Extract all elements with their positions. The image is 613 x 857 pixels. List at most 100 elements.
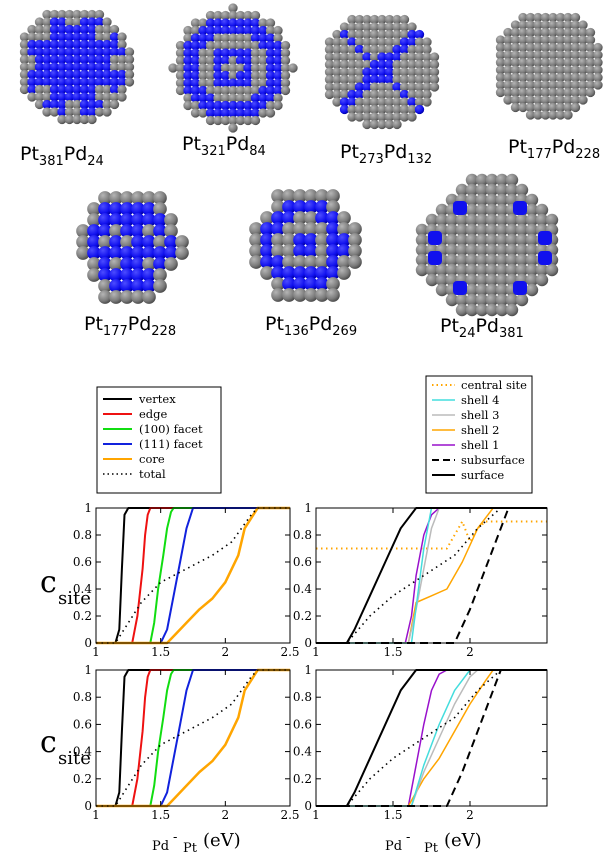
legend-label-central: central site xyxy=(461,378,527,392)
legend-label-shell1: shell 1 xyxy=(461,438,499,452)
x-tick-label: 2 xyxy=(222,808,230,822)
svg-text:Pt: Pt xyxy=(183,841,198,856)
y-tick-label: 0.2 xyxy=(293,772,312,786)
plot-frame xyxy=(315,669,548,807)
svg-text:Pd: Pd xyxy=(152,839,169,854)
series--100-facet xyxy=(96,507,290,644)
legend-label-shell4: shell 4 xyxy=(461,393,499,407)
series-shell-1 xyxy=(316,507,547,644)
plot-frame xyxy=(95,507,291,644)
series-central-site xyxy=(316,520,547,550)
x-tick-label: 2 xyxy=(466,645,474,659)
y-tick-label: 1 xyxy=(84,663,92,677)
y-tick-label: 0 xyxy=(304,799,312,813)
y-tick-label: 0 xyxy=(304,636,312,650)
legend-left: vertex edge (100) facet (111) facet core… xyxy=(96,386,222,494)
x-tick-label: 1 xyxy=(312,808,320,822)
y-tick-label: 0.8 xyxy=(293,528,312,542)
cluster-2 xyxy=(168,3,298,133)
cluster-1 xyxy=(19,9,135,125)
y-tick-label: 0.4 xyxy=(293,745,312,759)
cluster-label-7: Pt24Pd381 xyxy=(440,315,524,341)
y-tick-label: 0.4 xyxy=(73,582,92,596)
cluster-3 xyxy=(324,14,440,130)
cluster-label-3: Pt273Pd132 xyxy=(340,141,432,167)
y-tick-label: 0.6 xyxy=(73,717,92,731)
legend-label-shell2: shell 2 xyxy=(461,423,499,437)
y-tick-label: 0.2 xyxy=(293,609,312,623)
x-tick-label: 1.5 xyxy=(151,808,170,822)
svg-text:(eV): (eV) xyxy=(444,830,482,851)
cluster-6 xyxy=(249,189,362,302)
y-tick-label: 0 xyxy=(84,799,92,813)
series-edge xyxy=(96,507,290,644)
y-tick-label: 1 xyxy=(84,501,92,515)
x-tick-label: 2.5 xyxy=(280,645,299,659)
y-tick-label: 0 xyxy=(84,636,92,650)
y-tick-label: 1 xyxy=(304,663,312,677)
svg-text:site: site xyxy=(58,588,91,609)
series-shell-3 xyxy=(316,507,547,644)
cluster-label-1: Pt381Pd24 xyxy=(20,143,104,169)
chart-panel-bottom-left: 0 0.2 0.4 0.6 0.8 1 1 1.5 2 2.5 xyxy=(73,663,300,822)
legend-label-vertex: vertex xyxy=(138,392,176,406)
series--111-facet xyxy=(96,507,290,644)
x-axis-label-left: Pd - Pt (eV) xyxy=(152,830,241,856)
y-tick-label: 0.2 xyxy=(73,772,92,786)
legend-label-total: total xyxy=(139,467,166,481)
svg-text:site: site xyxy=(58,748,91,769)
svg-text:-: - xyxy=(406,830,410,845)
legend-label-edge: edge xyxy=(139,407,168,421)
legend-label-core: core xyxy=(139,452,165,466)
series-total xyxy=(316,507,547,644)
cluster-5 xyxy=(76,191,189,304)
cluster-4 xyxy=(495,12,603,120)
svg-text:(eV): (eV) xyxy=(203,830,241,851)
x-tick-label: 1 xyxy=(312,645,320,659)
chart-panel-top-right: 0 0.2 0.4 0.6 0.8 1 1 1.5 2 xyxy=(293,501,548,659)
cluster-label-5: Pt177Pd228 xyxy=(84,313,176,339)
y-tick-label: 1 xyxy=(304,501,312,515)
chart-panel-top-left: 0 0.2 0.4 0.6 0.8 1 1 1.5 2 2.5 xyxy=(73,501,300,659)
series-core xyxy=(96,668,290,808)
y-axis-label-bottom: c site xyxy=(40,725,91,769)
x-tick-label: 1.5 xyxy=(151,645,170,659)
chart-panel-bottom-right: 0 0.2 0.4 0.6 0.8 1 1 1.5 2 xyxy=(293,663,548,822)
svg-text:Pd: Pd xyxy=(385,839,402,854)
x-tick-label: 2 xyxy=(222,645,230,659)
y-tick-label: 0.2 xyxy=(73,609,92,623)
svg-text:-: - xyxy=(173,830,177,845)
x-tick-label: 1.5 xyxy=(383,808,402,822)
x-tick-label: 2 xyxy=(466,808,474,822)
chart-panels: 00.20.40.60.811 1.5 2 2.500.20.40.60.811 1.5… xyxy=(73,501,548,822)
series-vertex xyxy=(96,669,290,807)
series-total xyxy=(96,507,290,644)
x-tick-label: 1 xyxy=(92,645,100,659)
series-vertex xyxy=(96,507,290,644)
series--111-facet xyxy=(96,669,290,807)
series-total xyxy=(96,669,290,807)
y-tick-label: 0.6 xyxy=(73,555,92,569)
y-axis-label-top: c site xyxy=(40,565,91,609)
series-edge xyxy=(96,669,290,807)
legend-right: central site shell 4 shell 3 shell 2 she… xyxy=(425,375,533,494)
cluster-images xyxy=(19,3,603,317)
y-tick-label: 0.8 xyxy=(73,690,92,704)
cluster-labels: Pt381Pd24 Pt321Pd84 Pt273Pd132 Pt177Pd22… xyxy=(20,133,600,341)
y-tick-label: 0.4 xyxy=(293,582,312,596)
series-core xyxy=(96,506,290,645)
cluster-label-4: Pt177Pd228 xyxy=(508,136,600,162)
x-tick-label: 1 xyxy=(92,808,100,822)
svg-text:c: c xyxy=(40,725,57,760)
legend-label-facet111: (111) facet xyxy=(139,437,203,451)
cluster-label-2: Pt321Pd84 xyxy=(182,133,266,159)
series-shell-1 xyxy=(316,669,547,807)
x-axis-label-right: Pd - Pt (eV) xyxy=(385,830,482,856)
y-tick-label: 0.8 xyxy=(293,690,312,704)
plot-frame xyxy=(95,669,291,807)
legend-label-facet100: (100) facet xyxy=(139,422,203,436)
y-tick-label: 0.8 xyxy=(73,528,92,542)
x-tick-label: 2.5 xyxy=(280,808,299,822)
legend-label-surface: surface xyxy=(461,468,504,482)
